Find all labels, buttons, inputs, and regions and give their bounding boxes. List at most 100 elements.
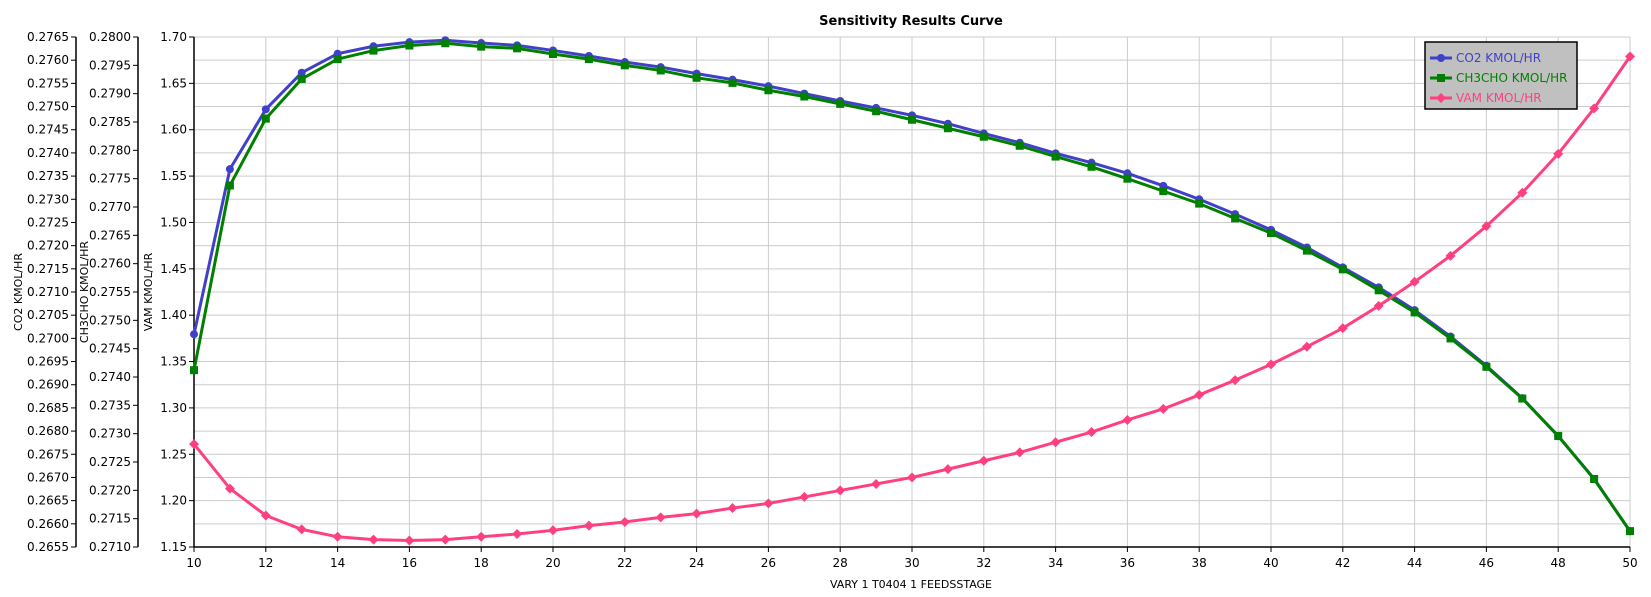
vam-point [691, 508, 702, 519]
vam-point [1481, 221, 1492, 232]
co2-tick-label: 0.2660 [27, 517, 69, 531]
legend-marker-co2-icon [1437, 54, 1445, 62]
vam-point [1589, 103, 1600, 114]
vam-tick-label: 1.50 [160, 215, 187, 229]
vam-point [476, 531, 487, 542]
ch3cho-axis-title: CH3CHO KMOL/HR [78, 241, 91, 344]
vam-point [583, 520, 594, 531]
vam-point [619, 516, 630, 527]
vam-point [799, 491, 810, 502]
ch3cho-tick-label: 0.2765 [89, 228, 131, 242]
x-tick-label: 20 [545, 556, 560, 570]
ch3cho-tick-label: 0.2775 [89, 172, 131, 186]
vam-tick-label: 1.60 [160, 123, 187, 137]
x-tick-label: 18 [474, 556, 489, 570]
co2-tick-label: 0.2675 [27, 447, 69, 461]
legend[interactable]: CO2 KMOL/HR CH3CHO KMOL/HR VAM KMOL/HR [1424, 41, 1578, 110]
vam-point [404, 535, 415, 546]
ch3cho-tick-label: 0.2785 [89, 115, 131, 129]
vam-point [512, 529, 523, 540]
ch3cho-tick-label: 0.2780 [89, 143, 131, 157]
vam-point [1194, 389, 1205, 400]
vam-point [296, 524, 307, 535]
ch3cho-point [441, 39, 450, 48]
co2-tick-label: 0.2750 [27, 100, 69, 114]
ch3cho-point [1590, 475, 1599, 483]
co2-tick-label: 0.2690 [27, 378, 69, 392]
vam-point [1014, 447, 1025, 458]
ch3cho-point [297, 74, 306, 83]
vam-point [1553, 148, 1564, 159]
ch3cho-point [1374, 286, 1383, 295]
ch3cho-point [1231, 214, 1240, 223]
ch3cho-tick-label: 0.2720 [89, 483, 131, 497]
ch3cho-tick-label: 0.2730 [89, 427, 131, 441]
x-tick-label: 16 [402, 556, 417, 570]
ch3cho-point [908, 115, 916, 124]
vam-tick-label: 1.55 [160, 169, 187, 183]
ch3cho-point [333, 55, 342, 64]
co2-tick-label: 0.2730 [27, 192, 69, 206]
co2-axis-title: CO2 KMOL/HR [12, 253, 25, 331]
vam-tick-label: 1.30 [160, 401, 187, 415]
vam-point [1445, 250, 1456, 261]
vam-tick-label: 1.70 [160, 30, 187, 44]
vam-point [1337, 323, 1348, 334]
vam-point [1122, 414, 1133, 425]
vam-point [224, 483, 235, 494]
vam-point [368, 534, 379, 545]
ch3cho-point [1554, 431, 1563, 440]
vam-point [835, 485, 846, 496]
chart-title: Sensitivity Results Curve [819, 14, 1003, 29]
vam-tick-label: 1.35 [160, 355, 187, 369]
co2-tick-label: 0.2765 [27, 30, 69, 44]
ch3cho-tick-label: 0.2760 [89, 257, 131, 271]
x-tick-label: 14 [330, 556, 345, 570]
vam-point [907, 472, 917, 483]
co2-tick-label: 0.2740 [27, 146, 69, 160]
x-tick-label: 34 [1048, 556, 1063, 570]
co2-tick-label: 0.2755 [27, 76, 69, 90]
ch3cho-point [1338, 265, 1347, 274]
x-tick-label: 28 [833, 556, 848, 570]
legend-label-ch3cho: CH3CHO KMOL/HR [1456, 71, 1567, 85]
co2-point [297, 68, 306, 77]
ch3cho-point [190, 366, 198, 375]
x-tick-label: 36 [1120, 556, 1135, 570]
co2-tick-label: 0.2670 [27, 470, 69, 484]
ch3cho-point [764, 86, 773, 95]
vam-point [1625, 51, 1635, 62]
x-tick-label: 42 [1335, 556, 1350, 570]
ch3cho-point [1446, 334, 1455, 343]
axes: 10 12 14 16 18 20 22 24 26 28 30 32 34 36 38 40 42 44 46 48… [12, 30, 1638, 570]
ch3cho-point [1051, 152, 1060, 161]
co2-tick-label: 0.2705 [27, 308, 69, 322]
x-tick-label: 22 [617, 556, 632, 570]
vam-axis-title: VAM KMOL/HR [142, 252, 155, 331]
x-tick-label: 50 [1622, 556, 1637, 570]
x-tick-label: 48 [1551, 556, 1566, 570]
ch3cho-point [261, 114, 270, 123]
ch3cho-tick-label: 0.2710 [89, 540, 131, 554]
ch3cho-tick-label: 0.2745 [89, 342, 131, 356]
x-tick-label: 44 [1407, 556, 1422, 570]
ch3cho-tick-label: 0.2750 [89, 313, 131, 327]
ch3cho-point [1626, 527, 1634, 536]
vam-point [1301, 341, 1312, 352]
x-tick-label: 26 [761, 556, 776, 570]
vam-point [978, 455, 989, 466]
ch3cho-point [728, 78, 737, 87]
co2-tick-label: 0.2720 [27, 239, 69, 253]
x-tick-label: 12 [258, 556, 273, 570]
ch3cho-point [943, 124, 952, 133]
ch3cho-point [1195, 199, 1204, 208]
ch3cho-point [800, 92, 809, 101]
vam-tick-label: 1.20 [160, 494, 187, 508]
vam-point [1517, 187, 1528, 198]
ch3cho-point [1123, 174, 1132, 183]
series-vam [189, 51, 1635, 546]
vam-point [942, 464, 953, 475]
ch3cho-point [549, 50, 557, 58]
ch3cho-point [872, 107, 881, 116]
